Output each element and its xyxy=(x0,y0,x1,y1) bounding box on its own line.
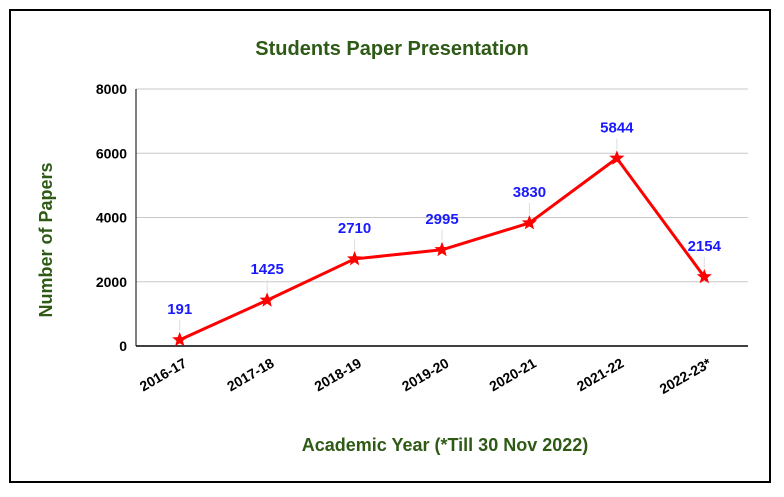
x-axis-title: Academic Year (*Till 30 Nov 2022) xyxy=(302,435,589,455)
data-point-star xyxy=(172,331,188,347)
data-label: 2710 xyxy=(338,220,371,237)
x-tick-label: 2019-20 xyxy=(399,355,452,395)
x-axis-ticks: 2016-17 2017-18 2018-19 2019-20 2020-21 2021-… xyxy=(137,354,715,397)
series-line-group xyxy=(172,150,712,347)
data-labels: 191 1425 2710 2995 3830 5844 2154 xyxy=(167,119,722,331)
y-tick-label: 4000 xyxy=(96,210,127,226)
data-label: 2995 xyxy=(425,211,458,228)
y-tick-label: 2000 xyxy=(96,274,127,290)
data-label: 1425 xyxy=(250,261,283,278)
x-tick-label: 2021-22 xyxy=(574,355,627,395)
y-axis-title: Number of Papers xyxy=(36,162,56,317)
grid-lines xyxy=(135,88,748,347)
data-point-star xyxy=(347,250,363,266)
x-tick-label: 2020-21 xyxy=(486,355,539,395)
data-point-star xyxy=(696,268,712,284)
data-point-star xyxy=(609,150,625,165)
data-label: 2154 xyxy=(688,238,722,255)
y-tick-label: 6000 xyxy=(96,145,127,161)
data-point-star xyxy=(521,215,537,230)
y-tick-label: 0 xyxy=(119,338,127,354)
x-tick-label: 2016-17 xyxy=(137,355,190,395)
data-label: 3830 xyxy=(513,184,546,201)
chart-title: Students Paper Presentation xyxy=(255,38,528,60)
y-axis-ticks: 0 2000 4000 6000 8000 xyxy=(96,81,127,354)
y-tick-label: 8000 xyxy=(96,81,127,97)
x-tick-label: 2022-23* xyxy=(657,354,715,397)
data-label: 5844 xyxy=(600,119,634,136)
data-point-star xyxy=(259,292,275,307)
data-label: 191 xyxy=(167,301,192,318)
x-tick-label: 2017-18 xyxy=(224,355,277,395)
x-tick-label: 2018-19 xyxy=(312,355,365,395)
data-point-star xyxy=(434,241,450,257)
